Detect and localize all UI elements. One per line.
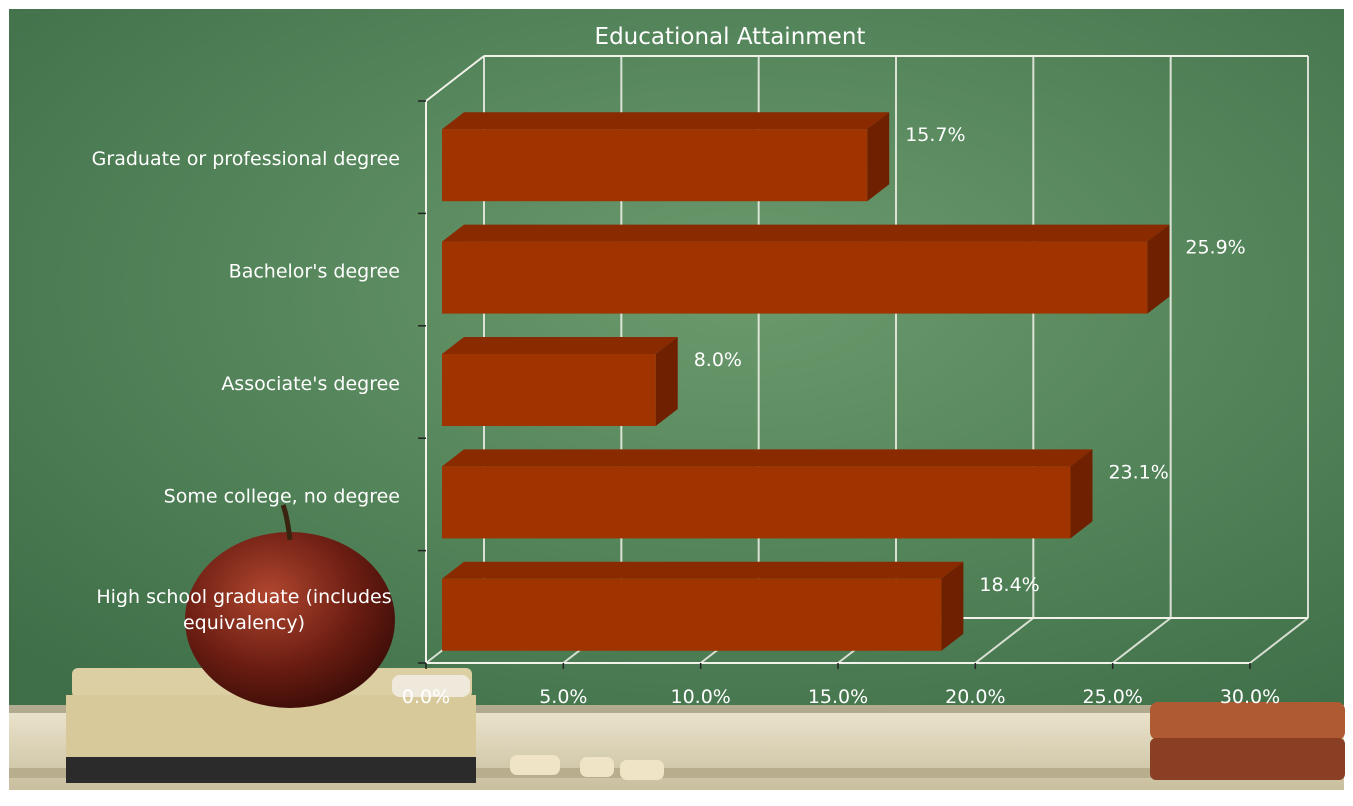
side-wall-top — [425, 55, 485, 102]
category-label: Some college, no degree — [164, 485, 400, 507]
bar-side-face — [941, 561, 964, 651]
bar-front-face — [442, 578, 942, 651]
data-label: 15.7% — [905, 124, 965, 146]
gridline-floor — [1112, 617, 1172, 664]
x-tick-label: 15.0% — [808, 686, 868, 708]
bar-top-face — [442, 561, 964, 579]
bar-front-face — [442, 466, 1071, 539]
bar-top-face — [442, 449, 1093, 467]
category-label: High school graduate (includes — [96, 586, 391, 608]
x-tick-label: 30.0% — [1220, 686, 1280, 708]
gridline-floor — [974, 617, 1034, 664]
apple-illustration — [185, 504, 395, 708]
data-label: 18.4% — [979, 574, 1039, 596]
bar — [442, 561, 964, 651]
eraser-stack — [66, 668, 476, 783]
bar — [442, 224, 1170, 314]
x-tick-label: 25.0% — [1082, 686, 1142, 708]
category-label: equivalency) — [183, 612, 305, 634]
bar-side-face — [1147, 224, 1170, 314]
bar-front-face — [442, 241, 1148, 314]
block-eraser-right — [1150, 702, 1345, 780]
category-label: Graduate or professional degree — [92, 148, 400, 170]
bar-front-face — [442, 354, 656, 426]
bar-side-face — [1070, 449, 1093, 539]
ledge-rail — [9, 768, 1344, 778]
data-label: 23.1% — [1108, 461, 1168, 483]
gridline-floor — [1249, 617, 1309, 664]
data-label: 25.9% — [1185, 237, 1245, 259]
bar-side-face — [655, 337, 678, 426]
ledge-shadow — [9, 705, 1344, 713]
bar-top-face — [442, 224, 1170, 242]
x-tick-label: 20.0% — [945, 686, 1005, 708]
data-label: 8.0% — [694, 349, 742, 371]
bar — [442, 449, 1093, 539]
bar-top-face — [442, 112, 890, 130]
chart-title: Educational Attainment — [595, 24, 866, 50]
category-label: Associate's degree — [221, 373, 400, 395]
bar-top-face — [442, 337, 678, 354]
bar — [442, 112, 890, 202]
bar-layer — [442, 112, 1170, 651]
label-layer: 0.0% 5.0% 10.0% 15.0% 20.0% 25.0% 30.0% 15.7% Gr… — [92, 124, 1281, 708]
bar — [442, 337, 678, 426]
bar-front-face — [442, 129, 868, 202]
x-tick-label: 5.0% — [539, 686, 587, 708]
x-tick-label: 10.0% — [670, 686, 730, 708]
x-tick-label: 0.0% — [402, 686, 450, 708]
category-label: Bachelor's degree — [229, 261, 400, 283]
bar-side-face — [867, 112, 890, 202]
chalk-pieces — [392, 675, 664, 780]
